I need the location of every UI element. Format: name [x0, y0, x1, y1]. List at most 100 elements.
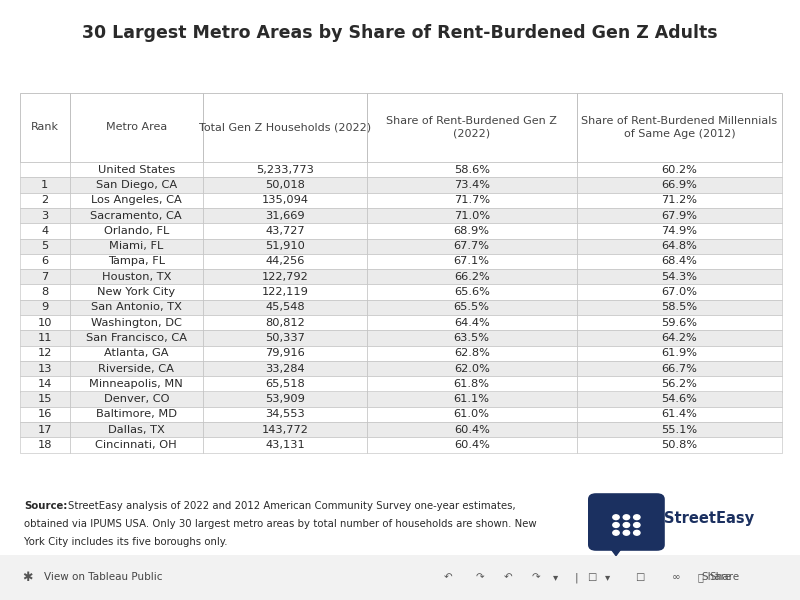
- Text: 67.9%: 67.9%: [662, 211, 698, 221]
- Circle shape: [613, 515, 619, 520]
- Text: Share: Share: [701, 572, 731, 583]
- Bar: [367, 376, 577, 391]
- Bar: [20, 193, 70, 208]
- Text: 4: 4: [42, 226, 48, 236]
- Text: 55.1%: 55.1%: [662, 425, 698, 435]
- Text: 64.2%: 64.2%: [662, 333, 698, 343]
- Bar: [20, 330, 70, 346]
- Text: 71.0%: 71.0%: [454, 211, 490, 221]
- Bar: [70, 361, 203, 376]
- Bar: [577, 254, 782, 269]
- Text: 65,518: 65,518: [265, 379, 305, 389]
- Bar: [20, 361, 70, 376]
- Bar: [577, 346, 782, 361]
- Circle shape: [613, 530, 619, 535]
- Text: Share of Rent-Burdened Gen Z
(2022): Share of Rent-Burdened Gen Z (2022): [386, 116, 557, 139]
- Bar: [367, 407, 577, 422]
- Text: 8: 8: [41, 287, 49, 297]
- Bar: [20, 422, 70, 437]
- Bar: [367, 300, 577, 315]
- Bar: [70, 284, 203, 300]
- Text: ↶: ↶: [444, 572, 452, 583]
- Text: Source:: Source:: [24, 501, 67, 511]
- Bar: [367, 223, 577, 238]
- Bar: [367, 208, 577, 223]
- Bar: [367, 330, 577, 346]
- Text: 62.8%: 62.8%: [454, 348, 490, 358]
- Bar: [70, 376, 203, 391]
- Text: 6: 6: [42, 256, 48, 266]
- Text: 64.8%: 64.8%: [662, 241, 698, 251]
- Bar: [20, 223, 70, 238]
- Bar: [203, 407, 367, 422]
- Text: 13: 13: [38, 364, 52, 374]
- Bar: [577, 193, 782, 208]
- Text: 65.5%: 65.5%: [454, 302, 490, 313]
- Bar: [203, 391, 367, 407]
- Text: View on Tableau Public: View on Tableau Public: [44, 572, 162, 583]
- Text: Tampa, FL: Tampa, FL: [108, 256, 165, 266]
- Text: 65.6%: 65.6%: [454, 287, 490, 297]
- Text: 54.6%: 54.6%: [662, 394, 698, 404]
- Bar: [577, 284, 782, 300]
- Bar: [367, 269, 577, 284]
- Bar: [20, 315, 70, 330]
- Bar: [577, 437, 782, 452]
- Text: 10: 10: [38, 317, 52, 328]
- Bar: [20, 93, 70, 162]
- Bar: [20, 300, 70, 315]
- Text: ✱: ✱: [22, 571, 33, 584]
- Text: York City includes its five boroughs only.: York City includes its five boroughs onl…: [24, 537, 227, 547]
- Text: 34,553: 34,553: [265, 409, 305, 419]
- Text: 50,018: 50,018: [265, 180, 305, 190]
- Text: 9: 9: [41, 302, 49, 313]
- Bar: [20, 346, 70, 361]
- Text: New York City: New York City: [98, 287, 175, 297]
- Bar: [367, 437, 577, 452]
- Bar: [203, 239, 367, 254]
- Bar: [20, 162, 70, 178]
- Text: 2: 2: [42, 195, 48, 205]
- Text: Miami, FL: Miami, FL: [109, 241, 163, 251]
- Bar: [203, 269, 367, 284]
- Text: 67.0%: 67.0%: [662, 287, 698, 297]
- Text: 122,119: 122,119: [262, 287, 308, 297]
- Bar: [20, 208, 70, 223]
- Circle shape: [623, 523, 630, 527]
- Text: 68.9%: 68.9%: [454, 226, 490, 236]
- Text: 61.1%: 61.1%: [454, 394, 490, 404]
- Text: Washington, DC: Washington, DC: [91, 317, 182, 328]
- Text: 66.9%: 66.9%: [662, 180, 698, 190]
- Bar: [70, 391, 203, 407]
- Text: Total Gen Z Households (2022): Total Gen Z Households (2022): [199, 122, 371, 133]
- Text: 11: 11: [38, 333, 52, 343]
- Bar: [577, 162, 782, 178]
- Text: |: |: [574, 572, 578, 583]
- Text: 73.4%: 73.4%: [454, 180, 490, 190]
- Text: Baltimore, MD: Baltimore, MD: [96, 409, 177, 419]
- Text: 12: 12: [38, 348, 52, 358]
- Bar: [203, 315, 367, 330]
- Bar: [20, 376, 70, 391]
- Text: StreetEasy analysis of 2022 and 2012 American Community Survey one-year estimate: StreetEasy analysis of 2022 and 2012 Ame…: [68, 501, 516, 511]
- Bar: [203, 376, 367, 391]
- Bar: [577, 239, 782, 254]
- Text: 5: 5: [41, 241, 49, 251]
- Text: 44,256: 44,256: [266, 256, 305, 266]
- Circle shape: [613, 523, 619, 527]
- Text: San Diego, CA: San Diego, CA: [96, 180, 177, 190]
- Text: San Francisco, CA: San Francisco, CA: [86, 333, 186, 343]
- Bar: [203, 254, 367, 269]
- Text: 58.6%: 58.6%: [454, 164, 490, 175]
- Bar: [203, 346, 367, 361]
- Text: Denver, CO: Denver, CO: [103, 394, 169, 404]
- Text: 17: 17: [38, 425, 52, 435]
- Bar: [367, 361, 577, 376]
- Text: 135,094: 135,094: [262, 195, 309, 205]
- Bar: [70, 346, 203, 361]
- Text: Atlanta, GA: Atlanta, GA: [104, 348, 169, 358]
- Text: obtained via IPUMS USA. Only 30 largest metro areas by total number of household: obtained via IPUMS USA. Only 30 largest …: [24, 519, 537, 529]
- Circle shape: [634, 530, 640, 535]
- Text: 14: 14: [38, 379, 52, 389]
- Text: 58.5%: 58.5%: [662, 302, 698, 313]
